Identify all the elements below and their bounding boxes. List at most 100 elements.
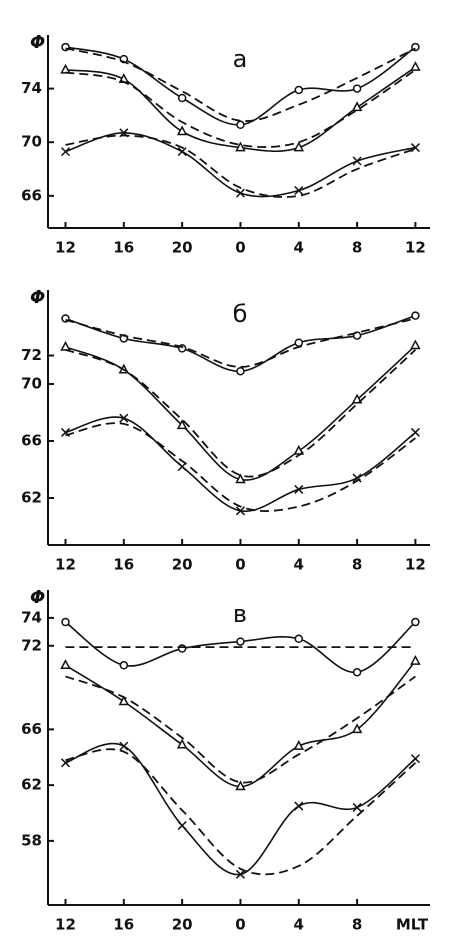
series-line xyxy=(65,47,416,122)
y-tick-label: 74 xyxy=(21,608,42,626)
cross-marker xyxy=(177,821,187,831)
circle-marker xyxy=(236,637,245,646)
triangle-marker xyxy=(410,654,421,665)
y-tick-label: 70 xyxy=(21,375,42,393)
x-tick-label: 4 xyxy=(294,556,304,574)
triangle-marker xyxy=(351,101,363,112)
x-tick-label: 0 xyxy=(235,556,245,574)
x-tick-label: 16 xyxy=(113,239,134,257)
x-tick-label: 16 xyxy=(113,556,134,574)
y-tick-label: 62 xyxy=(21,776,42,794)
triangle-marker xyxy=(293,141,305,152)
x-tick-label: 4 xyxy=(294,916,304,934)
cross-marker xyxy=(410,754,420,764)
x-tick-label: 20 xyxy=(172,556,193,574)
y-tick-label: 70 xyxy=(21,133,42,151)
x-tick-label: 8 xyxy=(352,556,362,574)
triangle-marker xyxy=(60,63,71,74)
triangle-marker xyxy=(60,340,71,351)
x-tick-label: 16 xyxy=(113,916,134,934)
circle-marker xyxy=(411,311,420,320)
series-line xyxy=(65,422,416,512)
cross-marker xyxy=(60,147,71,157)
x-tick-label: 12 xyxy=(405,239,426,257)
series-line xyxy=(65,344,416,481)
x-tick-label: 0 xyxy=(235,916,245,934)
triangle-marker xyxy=(293,444,305,455)
x-tick-label: 8 xyxy=(352,916,362,934)
triangle-marker xyxy=(235,473,246,484)
triangle-marker xyxy=(118,695,130,706)
y-tick-label: 66 xyxy=(21,720,42,738)
cross-marker xyxy=(177,147,187,157)
triangle-marker xyxy=(351,723,363,734)
chart-title: б xyxy=(233,300,248,328)
circle-marker xyxy=(352,667,362,677)
circle-marker xyxy=(294,634,304,644)
chart-title: a xyxy=(233,45,248,73)
x-tick-label: 12 xyxy=(55,556,76,574)
x-tick-label: 20 xyxy=(172,916,193,934)
triangle-marker xyxy=(410,61,421,71)
x-tick-label: 0 xyxy=(235,239,245,257)
series-line xyxy=(65,69,416,148)
x-tick-label: 12 xyxy=(55,916,76,934)
cross-marker xyxy=(410,427,420,437)
chart-title: в xyxy=(233,600,247,628)
cross-marker xyxy=(235,188,245,198)
series-line xyxy=(65,675,416,784)
circle-marker xyxy=(294,85,304,95)
triangle-marker xyxy=(235,141,246,152)
cross-marker xyxy=(119,413,129,423)
y-axis-label: Φ' xyxy=(30,587,51,608)
y-tick-label: 66 xyxy=(21,186,42,204)
triangle-marker xyxy=(176,419,188,430)
cross-marker xyxy=(352,473,362,483)
cross-marker xyxy=(352,156,362,166)
cross-marker xyxy=(235,869,245,879)
cross-marker xyxy=(119,741,129,751)
y-tick-label: 72 xyxy=(21,636,42,654)
y-axis-label: Φ' xyxy=(30,287,51,308)
x-tick-label: 8 xyxy=(352,239,362,257)
series-line xyxy=(65,134,416,198)
triangle-marker xyxy=(60,659,71,670)
y-tick-label: 66 xyxy=(21,432,42,450)
circle-marker xyxy=(352,84,362,93)
circle-marker xyxy=(294,338,304,347)
y-tick-label: 72 xyxy=(21,346,42,364)
series-line xyxy=(65,416,416,513)
circle-marker xyxy=(236,366,245,376)
circle-marker xyxy=(236,120,245,130)
circle-marker xyxy=(61,617,70,627)
triangle-marker xyxy=(176,738,188,749)
triangle-marker xyxy=(351,393,363,404)
circle-marker xyxy=(411,617,420,627)
cross-marker xyxy=(294,801,304,811)
cross-marker xyxy=(352,802,362,812)
cross-marker xyxy=(294,484,304,494)
series-line xyxy=(65,742,416,876)
x-tick-label: 20 xyxy=(172,239,193,257)
y-tick-label: 74 xyxy=(21,79,42,97)
x-tick-label: 12 xyxy=(405,556,426,574)
triangle-marker xyxy=(293,740,305,750)
series-line xyxy=(65,748,417,876)
y-tick-label: 58 xyxy=(21,831,42,849)
cross-marker xyxy=(235,506,245,516)
series-line xyxy=(65,317,416,368)
circle-marker xyxy=(177,644,187,653)
cross-marker xyxy=(294,185,304,196)
series-line xyxy=(65,660,417,788)
series-line xyxy=(65,348,417,478)
y-axis-label: Φ' xyxy=(30,32,51,53)
triangle-marker xyxy=(176,125,188,136)
x-axis-label: MLT xyxy=(396,916,429,934)
y-tick-label: 62 xyxy=(21,488,42,506)
triangle-marker xyxy=(410,339,421,350)
circle-marker xyxy=(177,93,187,103)
circle-marker xyxy=(119,661,129,670)
series-line xyxy=(65,66,416,153)
x-tick-label: 12 xyxy=(55,239,76,257)
